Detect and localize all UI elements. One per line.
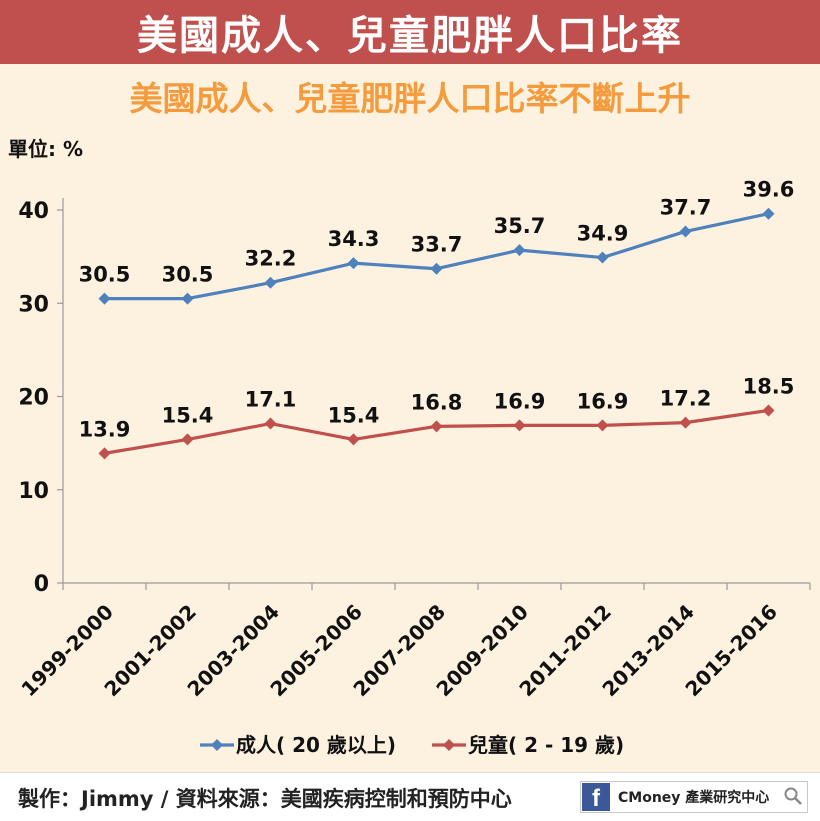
data-point-marker: [679, 225, 692, 238]
data-point-marker: [513, 244, 526, 257]
data-point-marker: [98, 447, 111, 460]
y-tick-label: 10: [18, 479, 49, 504]
y-tick-label: 20: [18, 386, 49, 411]
legend-marker: [211, 739, 223, 751]
y-tick-label: 0: [34, 572, 49, 597]
data-label: 32.2: [245, 247, 297, 271]
data-point-marker: [430, 262, 443, 275]
data-point-marker: [762, 207, 775, 220]
data-point-marker: [430, 420, 443, 433]
brand-name: CMoney 產業研究中心: [618, 790, 770, 806]
data-point-marker: [181, 292, 194, 305]
y-tick-label: 30: [18, 292, 49, 317]
data-label: 30.5: [79, 263, 131, 287]
line-chart: 0102030401999-20002001-20022003-20042005…: [16, 178, 811, 757]
banner-title: 美國成人、兒童肥胖人口比率: [137, 13, 683, 59]
data-point-marker: [98, 292, 111, 305]
data-label: 13.9: [79, 417, 131, 441]
legend-label: 兒童( 2 - 19 歲): [468, 733, 624, 757]
legend-label: 成人( 20 歲以上): [236, 733, 396, 757]
data-label: 34.9: [577, 222, 629, 246]
brand-badge[interactable]: f CMoney 產業研究中心: [580, 781, 808, 813]
data-label: 17.2: [660, 387, 712, 411]
data-label: 15.4: [328, 403, 380, 427]
footer: 製作：Jimmy / 資料來源：美國疾病控制和預防中心 f CMoney 產業研…: [0, 772, 820, 821]
data-label: 37.7: [660, 195, 712, 219]
data-label: 39.6: [743, 178, 795, 202]
source-credit: 製作：Jimmy / 資料來源：美國疾病控制和預防中心: [18, 787, 512, 811]
data-label: 34.3: [328, 227, 380, 251]
data-label: 16.8: [411, 390, 463, 414]
data-label: 35.7: [494, 214, 546, 238]
data-point-marker: [596, 419, 609, 432]
unit-label: 單位: %: [8, 137, 83, 161]
y-tick-label: 40: [18, 199, 49, 224]
search-icon[interactable]: [783, 786, 803, 806]
data-label: 16.9: [494, 389, 546, 413]
data-label: 17.1: [245, 388, 297, 412]
data-label: 16.9: [577, 389, 629, 413]
facebook-icon[interactable]: f: [582, 783, 610, 811]
data-point-marker: [347, 257, 360, 270]
data-label: 15.4: [162, 403, 214, 427]
data-point-marker: [596, 251, 609, 264]
data-label: 33.7: [411, 233, 463, 257]
chart-subtitle: 美國成人、兒童肥胖人口比率不斷上升: [129, 79, 691, 118]
data-point-marker: [347, 433, 360, 446]
data-point-marker: [762, 404, 775, 417]
data-point-marker: [264, 276, 277, 289]
title-banner: 美國成人、兒童肥胖人口比率: [0, 0, 820, 64]
data-label: 18.5: [743, 374, 795, 398]
data-point-marker: [679, 416, 692, 429]
data-point-marker: [264, 417, 277, 430]
data-label: 30.5: [162, 263, 214, 287]
data-point-marker: [181, 433, 194, 446]
legend-marker: [443, 739, 455, 751]
data-point-marker: [513, 419, 526, 432]
